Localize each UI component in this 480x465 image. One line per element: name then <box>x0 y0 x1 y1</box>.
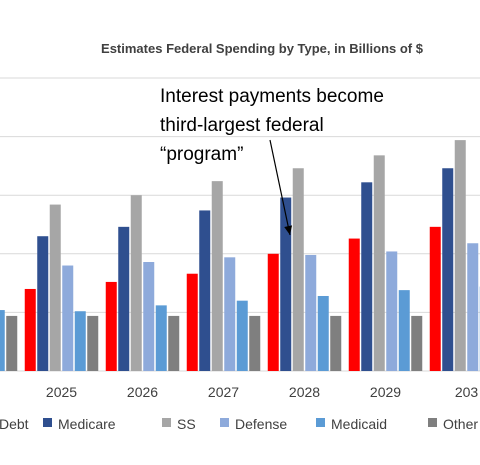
bar-medicaid-2026 <box>155 305 167 371</box>
annotation-line-2: third-largest federal <box>160 115 324 136</box>
annotation-arrow <box>269 139 291 236</box>
bar-medicaid-2028 <box>317 295 329 371</box>
legend: Debt Medicare SS Defense Medicaid Other <box>0 416 478 432</box>
annotation-arrowhead <box>284 225 293 235</box>
bar-medicaid-2024 <box>0 310 5 371</box>
legend-label-medicare: Medicare <box>58 416 116 432</box>
bar-ss-2027 <box>211 181 223 371</box>
legend-swatch-other <box>428 418 437 427</box>
bar-ss-2030 <box>454 140 466 371</box>
bar-marks <box>0 140 480 371</box>
x-tick-2025: 2025 <box>46 384 77 400</box>
chart-title: Estimates Federal Spending by Type, in B… <box>101 41 424 56</box>
x-tick-2027: 2027 <box>208 384 239 400</box>
bar-other-2029 <box>411 315 423 371</box>
bar-medicare-2027 <box>199 210 211 371</box>
x-tick-2030: 203 <box>455 384 479 400</box>
bar-other-2024 <box>6 315 18 371</box>
bar-defense-2030 <box>467 243 479 371</box>
legend-swatch-ss <box>162 418 171 427</box>
bar-ss-2028 <box>292 168 304 371</box>
legend-label-other: Other <box>443 416 478 432</box>
legend-swatch-defense <box>220 418 229 427</box>
annotation: Interest payments become third-largest f… <box>160 86 384 236</box>
bar-debt-2025 <box>24 288 36 371</box>
x-tick-2026: 2026 <box>127 384 158 400</box>
legend-swatch-medicare <box>43 418 52 427</box>
legend-label-ss: SS <box>177 416 196 432</box>
bar-defense-2029 <box>386 251 398 371</box>
legend-label-medicaid: Medicaid <box>331 416 387 432</box>
bar-other-2027 <box>249 315 261 371</box>
bar-debt-2030 <box>429 226 441 371</box>
legend-swatch-medicaid <box>316 418 325 427</box>
bar-defense-2028 <box>305 254 317 371</box>
annotation-line-1: Interest payments become <box>160 86 384 107</box>
bar-defense-2026 <box>143 262 155 371</box>
bar-debt-2029 <box>348 238 360 371</box>
bar-debt-2028 <box>267 253 279 371</box>
bar-other-2028 <box>330 315 342 371</box>
bar-medicaid-2027 <box>236 300 248 371</box>
x-tick-labels: 2420252026202720282029203 <box>46 384 479 400</box>
x-tick-2029: 2029 <box>370 384 401 400</box>
legend-label-debt: Debt <box>0 416 29 432</box>
bar-other-2026 <box>168 315 180 371</box>
bar-medicare-2029 <box>361 182 373 371</box>
bar-medicaid-2029 <box>398 290 410 371</box>
bar-medicare-2030 <box>442 168 454 371</box>
bar-debt-2027 <box>186 273 198 371</box>
bar-medicare-2025 <box>37 236 49 371</box>
bar-other-2025 <box>87 315 99 371</box>
bar-defense-2025 <box>62 265 74 371</box>
bar-medicare-2026 <box>118 226 130 371</box>
x-tick-2028: 2028 <box>289 384 320 400</box>
bar-medicaid-2025 <box>74 311 86 371</box>
bar-ss-2026 <box>130 195 142 371</box>
bar-ss-2025 <box>49 204 61 371</box>
bar-debt-2026 <box>105 281 117 371</box>
legend-label-defense: Defense <box>235 416 287 432</box>
bar-medicare-2028 <box>280 197 292 371</box>
bar-ss-2029 <box>373 155 385 371</box>
bar-defense-2027 <box>224 257 236 371</box>
annotation-line-3: “program” <box>160 144 243 165</box>
